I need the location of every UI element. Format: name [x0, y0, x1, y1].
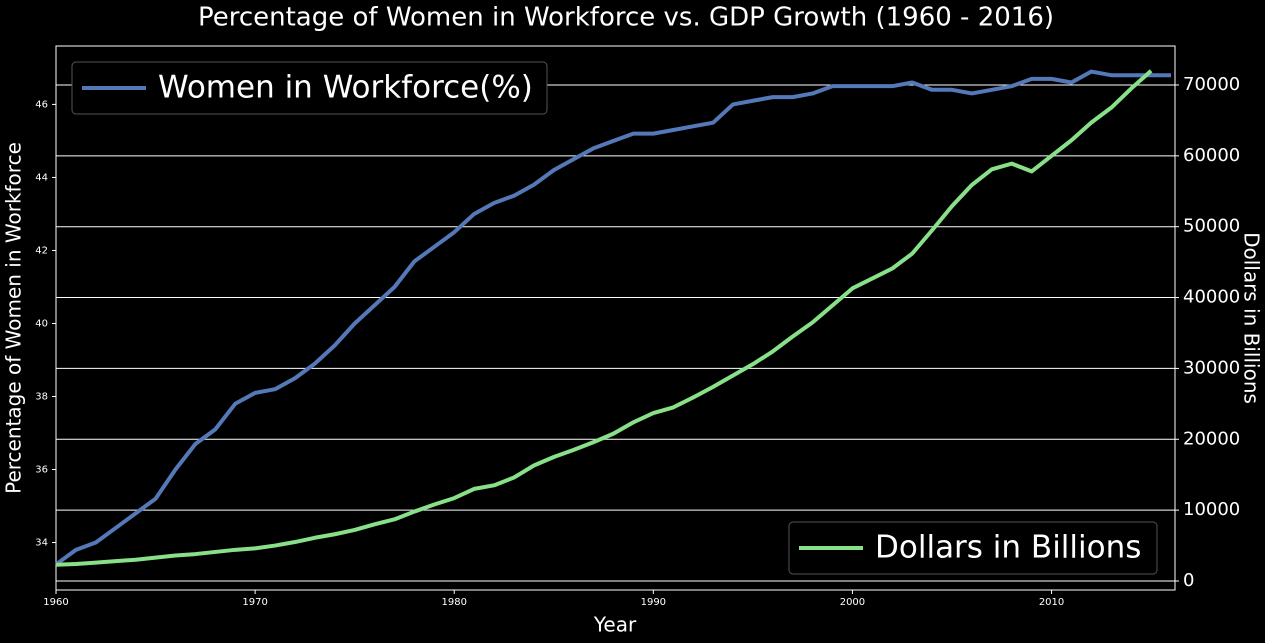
- legend-box: [71, 61, 548, 115]
- legend: Dollars in Billions: [788, 521, 1158, 575]
- data-line: [54, 69, 1172, 567]
- chart-title: Percentage of Women in Workforce vs. GDP…: [198, 3, 1054, 33]
- x-axis-label: Year: [593, 613, 637, 637]
- x-tick-label: 1970: [242, 597, 267, 608]
- y2-tick-label: 10000: [1183, 499, 1240, 520]
- y-tick-label: 42: [35, 245, 48, 256]
- y-tick-label: 40: [35, 318, 48, 329]
- y-tick-label: 34: [35, 538, 48, 549]
- y2-tick-label: 60000: [1183, 145, 1240, 166]
- y2-tick-label: 20000: [1183, 428, 1240, 449]
- y2-axis-label: Dollars in Billions: [1240, 232, 1264, 404]
- y-tick-label: 44: [35, 172, 48, 183]
- x-tick-label: 1990: [641, 597, 666, 608]
- y-axis-label: Percentage of Women in Workforce: [2, 142, 26, 494]
- y2-tick-label: 40000: [1183, 287, 1240, 308]
- y-tick-label: 38: [35, 391, 48, 402]
- data-line: [55, 69, 1153, 567]
- legend-label: Dollars in Billions: [875, 530, 1141, 566]
- y2-tick-label: 30000: [1183, 357, 1240, 378]
- y-tick-label: 46: [35, 99, 48, 110]
- y2-tick-label: 70000: [1183, 74, 1240, 95]
- x-tick-label: 1960: [43, 597, 68, 608]
- y2-tick-label: 0: [1183, 570, 1194, 591]
- legend: Women in Workforce(%): [71, 61, 548, 115]
- y2-tick-label: 50000: [1183, 216, 1240, 237]
- x-tick-label: 1980: [441, 597, 466, 608]
- x-tick-label: 2010: [1039, 597, 1064, 608]
- legend-label: Women in Workforce(%): [158, 70, 533, 106]
- plot-frame: [55, 45, 1176, 591]
- y-tick-label: 36: [35, 465, 48, 476]
- x-tick-label: 2000: [840, 597, 865, 608]
- legend-box: [788, 521, 1158, 575]
